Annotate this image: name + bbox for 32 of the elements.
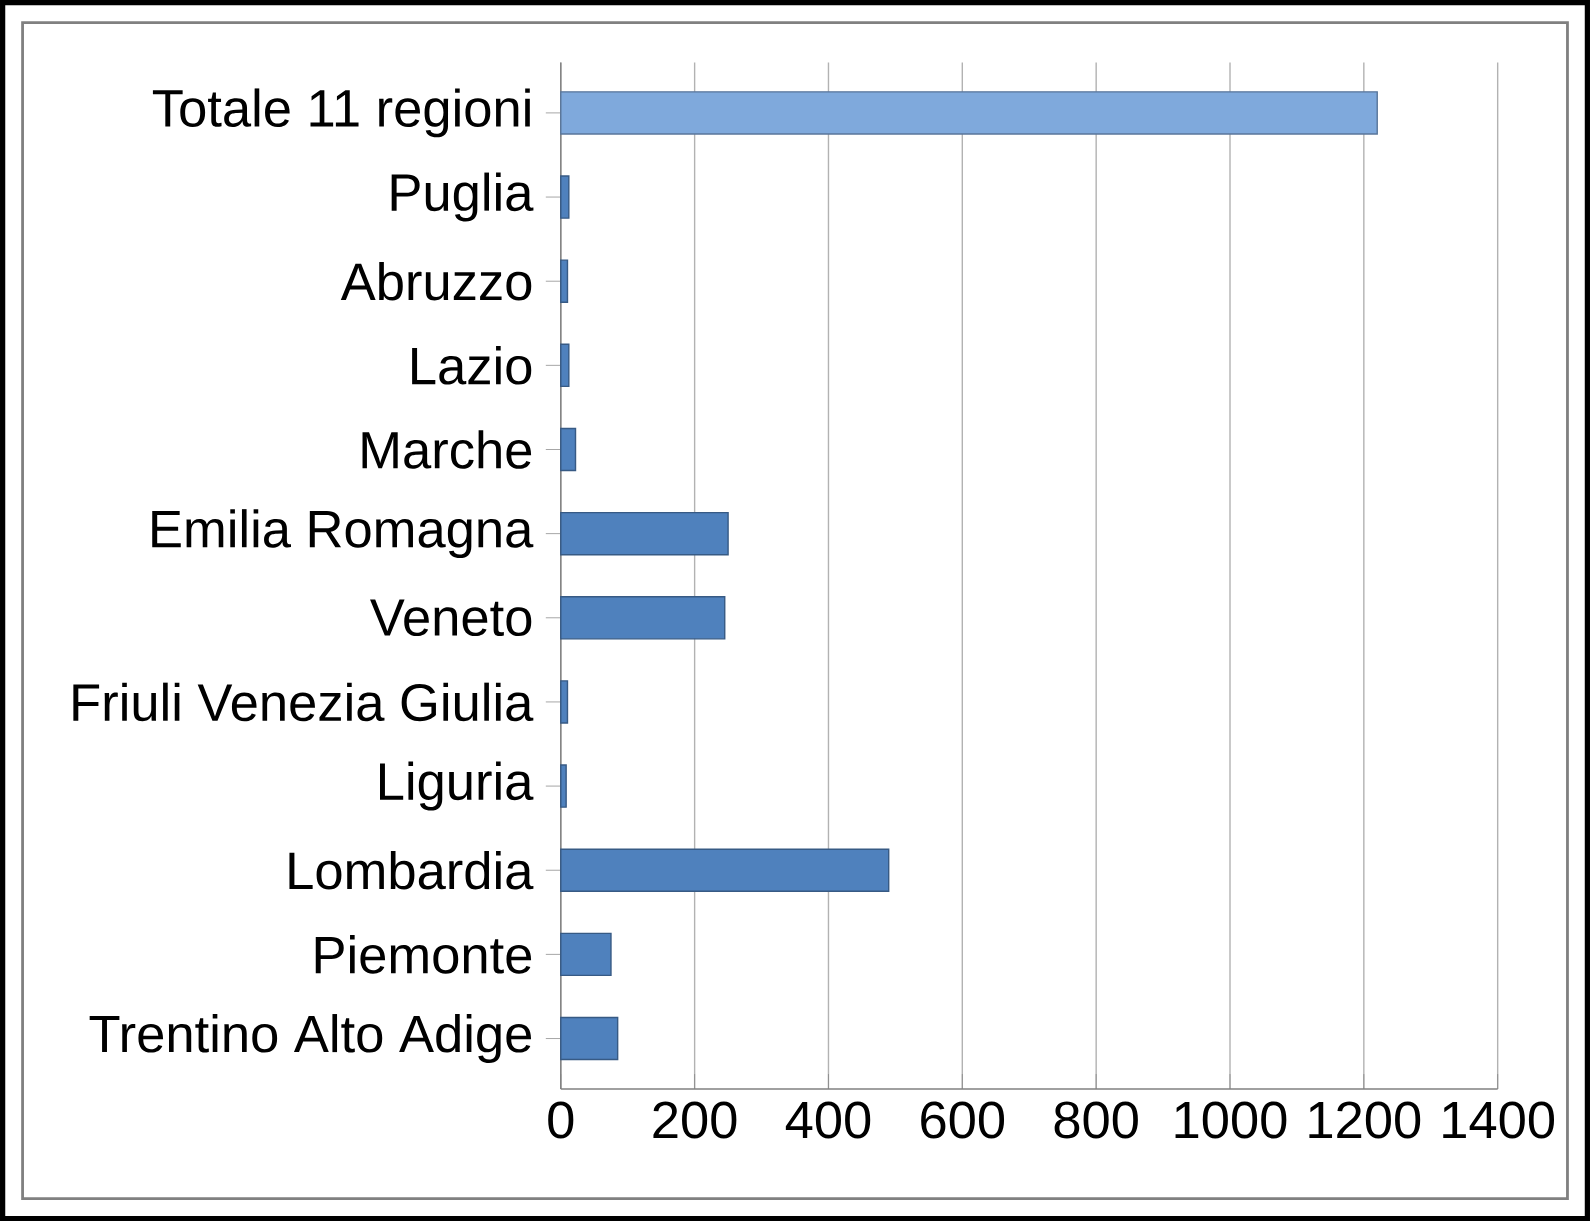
y-tick-label: Abruzzo xyxy=(340,261,532,301)
bar xyxy=(560,175,570,219)
x-tick-label: 1000 xyxy=(1175,1101,1287,1139)
y-tick-label: Emilia Romagna xyxy=(152,509,534,558)
bar xyxy=(560,1016,619,1061)
y-tick-label: Friuli Venezia Giulia xyxy=(73,682,534,722)
y-tick-label: Piemonte xyxy=(315,934,532,974)
x-tick-label: 0 xyxy=(548,1101,574,1139)
bar xyxy=(560,848,890,892)
x-tick-label: 400 xyxy=(785,1101,871,1139)
y-tick-label: Lazio xyxy=(412,345,532,385)
bar xyxy=(560,259,569,303)
y-tick-label: Marche xyxy=(362,430,532,469)
y-tick-label: Liguria xyxy=(380,761,534,811)
bar xyxy=(560,932,612,977)
bar xyxy=(560,764,567,808)
x-tick-label: 200 xyxy=(653,1101,737,1139)
bar xyxy=(560,343,570,387)
y-tick-label: Trentino Alto Adige xyxy=(89,1013,532,1063)
x-tick-label: 1400 xyxy=(1443,1101,1555,1139)
y-tick-label: Veneto xyxy=(370,599,532,636)
bar xyxy=(560,427,577,472)
bar xyxy=(560,91,1378,135)
x-tick-label: 800 xyxy=(1054,1101,1138,1139)
bar xyxy=(560,680,569,724)
x-tick-label: 1200 xyxy=(1309,1101,1421,1139)
y-tick-label: Totale 11 regioni xyxy=(152,88,530,138)
x-tick-label: 600 xyxy=(921,1101,1005,1139)
bar xyxy=(560,511,729,556)
bar xyxy=(560,595,726,640)
y-tick-label: Lombardia xyxy=(289,850,534,890)
y-tick-label: Puglia xyxy=(391,172,534,222)
